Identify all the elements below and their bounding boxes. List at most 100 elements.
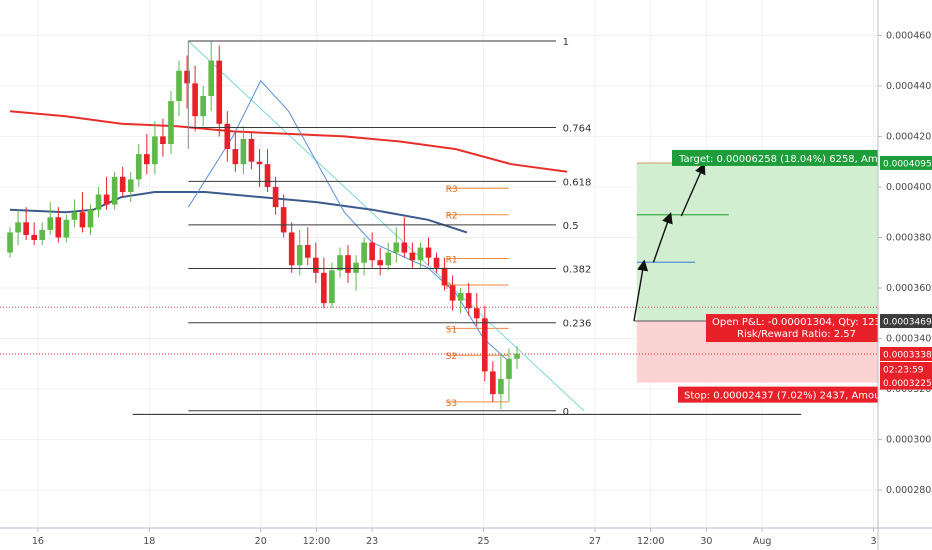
candle-down: [433, 257, 440, 268]
projection-arrow-3: [680, 162, 706, 217]
candle-up: [457, 293, 464, 301]
pivot-label-r1: R1: [446, 255, 458, 265]
candle-down: [288, 232, 295, 266]
price-tick-label: 0.00036000: [886, 283, 932, 294]
candle-up: [127, 179, 134, 192]
candle-down: [304, 245, 311, 258]
pivot-label-r2: R2: [446, 212, 458, 222]
time-tick-label: 12:00: [303, 536, 330, 547]
position-labels: Target: 0.00006258 (18.04%) 6258, Amount…: [672, 149, 900, 403]
candle-down: [184, 70, 190, 84]
candle-up: [353, 262, 359, 273]
price-tick-label: 0.00030000: [886, 435, 932, 446]
moving-average-ma100: [9, 191, 468, 234]
projection-arrows: [633, 162, 706, 322]
price-tag-box: [880, 375, 932, 390]
candle-down: [473, 308, 480, 319]
price-tick-label: 0.00038000: [886, 232, 932, 243]
candle-up: [135, 154, 142, 180]
time-tick-label: 30: [700, 536, 712, 547]
candle-up: [111, 176, 118, 205]
candle-down: [321, 272, 327, 304]
candle-down: [280, 207, 287, 233]
time-tick-label: 3: [871, 536, 877, 547]
candle-down: [441, 267, 448, 286]
candle-up: [63, 219, 70, 238]
candle-down: [119, 176, 126, 192]
time-tick-label: 23: [366, 536, 378, 547]
candle-up: [417, 247, 424, 261]
candle-down: [264, 164, 271, 187]
target-zone: [636, 162, 878, 322]
candle-up: [240, 138, 247, 165]
candle-up: [393, 242, 400, 253]
candle-up: [168, 101, 174, 144]
candle-down: [103, 194, 110, 205]
time-tick-label: 20: [255, 536, 267, 547]
time-tick-label: 16: [32, 536, 44, 547]
candle-down: [55, 217, 62, 238]
candle-down: [481, 318, 488, 372]
price-tag-box: [880, 361, 932, 376]
candle-up: [15, 222, 21, 233]
pivot-label-s3: S3: [446, 399, 457, 409]
candle-up: [47, 217, 54, 230]
candle-up: [385, 252, 392, 266]
candle-down: [345, 255, 351, 273]
candle-down: [160, 136, 166, 144]
position-zones: [636, 162, 878, 383]
candle-up: [87, 209, 94, 228]
price-tick-label: 0.00034000: [886, 334, 932, 345]
target-label-box: [672, 149, 878, 166]
candle-down: [192, 83, 198, 117]
candle-down: [425, 247, 432, 258]
candle-up: [296, 245, 303, 266]
fib-label-0.236: 0.236: [563, 319, 592, 330]
moving-average-ma200: [9, 110, 568, 173]
candle-up: [95, 194, 102, 210]
time-tick-label: 12:00: [637, 536, 664, 547]
candle-down: [79, 212, 86, 228]
candle-down: [369, 242, 375, 261]
candle-down: [224, 123, 231, 150]
candlesticks: [7, 40, 520, 410]
pivot-label-s2: S2: [446, 352, 457, 362]
pivot-label-r3: R3: [446, 185, 458, 195]
candle-down: [256, 161, 263, 165]
candle-up: [71, 212, 78, 220]
fib-label-1: 1: [563, 37, 569, 48]
fibonacci-retracement[interactable]: 1 0.764 0.618 0.5 0.382 0.236 0: [132, 37, 802, 418]
price-tag-label: 02:23:59: [883, 365, 924, 375]
candle-up: [337, 255, 343, 271]
candle-up: [498, 378, 504, 395]
candle-up: [361, 242, 367, 263]
time-tick-label: 18: [143, 536, 155, 547]
stop-label-box: [678, 386, 878, 403]
price-tag-box: [880, 155, 932, 170]
candle-down: [144, 154, 150, 165]
price-tag-label: 0.00032255: [883, 379, 932, 389]
risk-reward-label: Risk/Reward Ratio: 2.57: [737, 329, 856, 340]
time-tick-label: 27: [589, 536, 601, 547]
price-tick-label: 0.00046000: [886, 30, 932, 41]
price-tag-label: 0.00033388: [883, 350, 932, 360]
candle-up: [200, 96, 206, 117]
candle-down: [401, 242, 408, 253]
candle-up: [152, 136, 158, 165]
price-tick-label: 0.00044000: [886, 81, 932, 92]
candle-up: [39, 229, 46, 240]
fib-label-0.764: 0.764: [563, 123, 592, 134]
fib-label-0.618: 0.618: [563, 177, 592, 188]
fib-label-0.5: 0.5: [563, 221, 579, 232]
stop-label: Stop: 0.00002437 (7.02%) 2437, Amount:: [684, 391, 894, 402]
open-pnl-label: Open P&L: -0.00001304, Qty: 1231: [712, 317, 887, 328]
candle-down: [313, 257, 319, 273]
pivot-label-s1: S1: [446, 325, 457, 335]
candle-down: [248, 138, 255, 162]
projection-arrow-1: [633, 259, 649, 322]
candle-down: [232, 149, 239, 165]
fib-label-0: 0: [563, 407, 569, 418]
candle-up: [7, 232, 13, 253]
